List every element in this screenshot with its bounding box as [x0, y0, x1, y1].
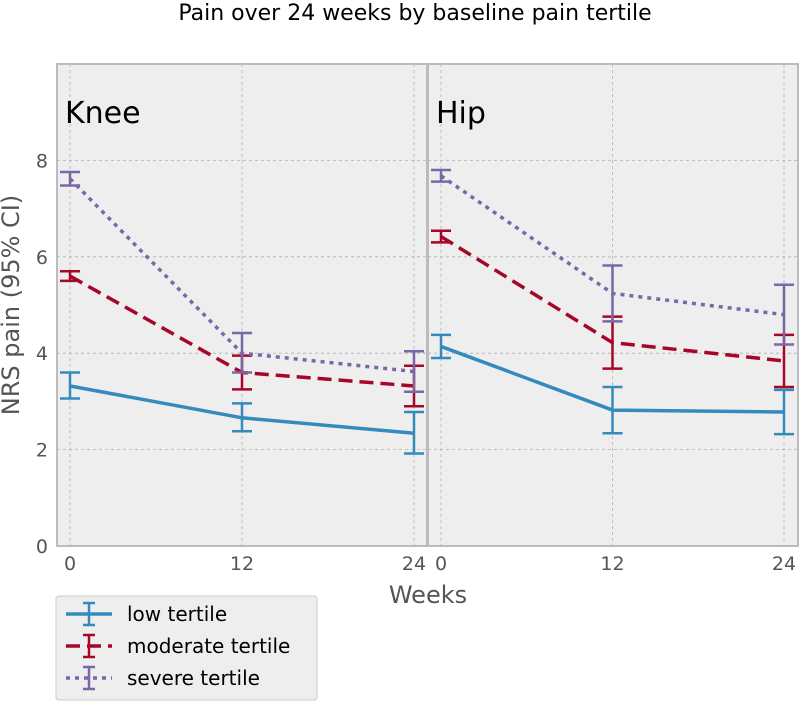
- error-bar: [431, 333, 451, 360]
- y-axis-label: NRS pain (95% CI): [0, 195, 25, 415]
- error-bar: [431, 229, 451, 244]
- series-severe-tertile: [431, 168, 794, 346]
- x-tick-label: 0: [435, 553, 447, 575]
- legend-item: low tertile: [66, 601, 227, 627]
- legend-label: low tertile: [127, 602, 227, 626]
- error-bar: [404, 410, 424, 455]
- error-bar: [431, 168, 451, 183]
- legend-label: moderate tertile: [127, 634, 290, 658]
- y-tick-label: 4: [36, 343, 48, 365]
- chart-title: Pain over 24 weeks by baseline pain tert…: [178, 1, 651, 26]
- panel-title: Hip: [436, 96, 486, 131]
- error-bar: [232, 402, 252, 433]
- x-tick-label: 0: [64, 553, 76, 575]
- x-tick-label: 12: [230, 553, 254, 575]
- error-bar: [602, 385, 623, 435]
- error-bar: [60, 170, 80, 187]
- panel-border: [427, 63, 799, 547]
- error-bar: [404, 350, 424, 394]
- error-bar: [774, 388, 794, 436]
- legend-box: [55, 595, 318, 701]
- panel-title: Knee: [65, 96, 141, 131]
- x-tick-label: 24: [402, 553, 426, 575]
- series-severe-tertile: [60, 170, 424, 394]
- x-axis-label: Weeks: [389, 581, 467, 609]
- legend-label: severe tertile: [127, 666, 260, 690]
- error-bar: [232, 331, 252, 374]
- legend-item: severe tertile: [66, 665, 260, 691]
- error-bar: [60, 371, 80, 400]
- y-tick-label: 0: [36, 536, 48, 558]
- error-bar: [602, 264, 623, 323]
- x-tick-label: 24: [772, 553, 796, 575]
- x-tick-label: 12: [600, 553, 624, 575]
- y-tick-label: 8: [36, 150, 48, 172]
- series-low-tertile: [431, 333, 794, 436]
- y-tick-label: 2: [36, 440, 48, 462]
- series-low-tertile: [60, 371, 424, 455]
- error-bar: [60, 270, 80, 283]
- legend: low tertile moderate tertile severe tertil…: [55, 595, 318, 701]
- legend-item: moderate tertile: [66, 633, 290, 659]
- error-bar: [774, 283, 794, 346]
- panel-hip: 0 12 24 Hip: [427, 63, 799, 575]
- y-tick-label: 6: [36, 247, 48, 269]
